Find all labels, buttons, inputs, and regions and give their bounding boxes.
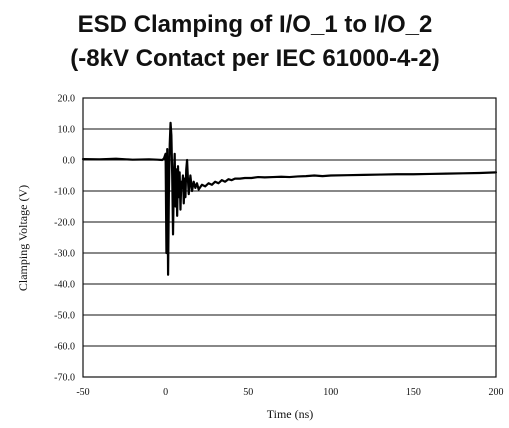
x-tick-label: 200 (489, 387, 504, 398)
y-tick-label: -10.0 (54, 187, 75, 198)
y-tick-label: -60.0 (54, 342, 75, 353)
chart-title: ESD Clamping of I/O_1 to I/O_2 (78, 11, 433, 38)
y-tick-label: 20.0 (58, 94, 76, 105)
y-tick-label: -40.0 (54, 280, 75, 291)
grid-layer (83, 97, 496, 378)
x-tick-label: 0 (163, 387, 168, 398)
y-tick-label: -50.0 (54, 311, 75, 322)
x-tick-label: -50 (76, 387, 89, 398)
x-tick-label: 150 (406, 387, 421, 398)
x-tick-label: 100 (323, 387, 338, 398)
y-tick-labels: 20.0 10.0 0.0 -10.0 -20.0 -30.0 -40.0 -50.0 -60.… (54, 94, 75, 384)
clamping-voltage-series-line (81, 121, 498, 276)
y-tick-label: -70.0 (54, 373, 75, 384)
series-layer (81, 121, 498, 276)
plot-frame (82, 97, 497, 378)
x-tick-labels: -50 0 50 100 150 200 (76, 387, 503, 398)
y-tick-label: 0.0 (63, 156, 76, 167)
y-axis-label: Clamping Voltage (V) (16, 185, 30, 291)
x-tick-label: 50 (243, 387, 253, 398)
y-tick-label: -20.0 (54, 218, 75, 229)
y-tick-label: 10.0 (58, 125, 76, 136)
y-tick-label: -30.0 (54, 249, 75, 260)
x-axis-label: Time (ns) (267, 407, 314, 421)
chart-subtitle: (-8kV Contact per IEC 61000-4-2) (70, 45, 439, 72)
